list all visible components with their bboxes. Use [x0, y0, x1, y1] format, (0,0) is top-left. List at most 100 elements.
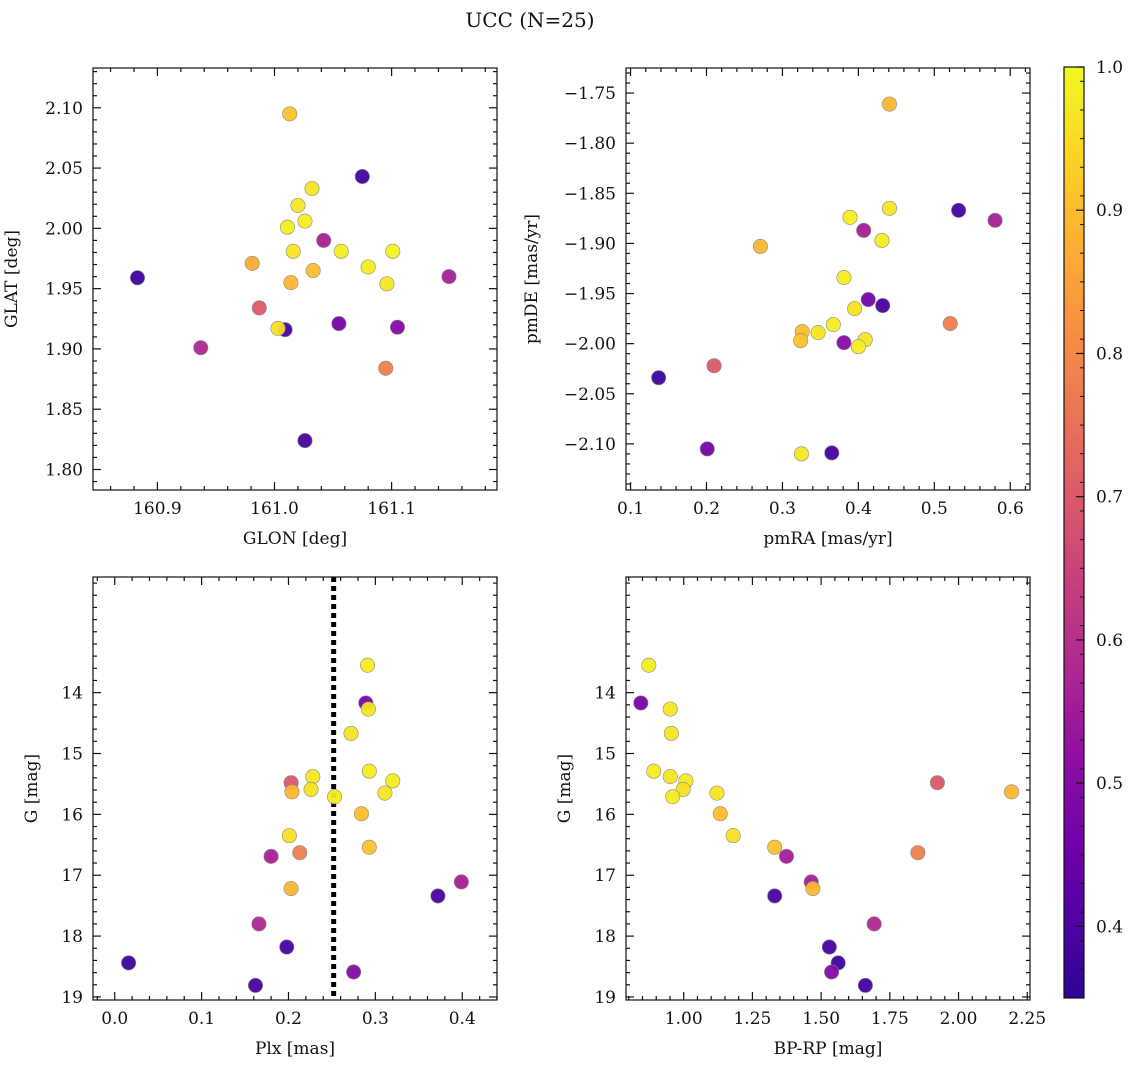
y-tick-label: 2.00: [45, 219, 83, 239]
data-point: [842, 209, 858, 225]
data-point: [850, 339, 866, 355]
data-point: [836, 335, 852, 351]
data-point: [385, 243, 401, 259]
panel-1: 160.9 161.0 161.1 1.80 1.85 1.90 1.95 2.00 2.05 2…: [2, 67, 498, 549]
data-point: [285, 243, 301, 259]
data-point: [767, 839, 783, 855]
data-point: [354, 169, 370, 185]
data-point: [805, 881, 821, 897]
panel-4: 1.00 1.25 1.50 1.75 2.00 2.25 14 15 16 17 18 19 BP-R…: [555, 576, 1046, 1059]
y-tick-label: −2.10: [564, 435, 616, 455]
x-tick-label: 0.5: [921, 499, 948, 519]
x-tick-label: 0.2: [693, 499, 720, 519]
y-tick-label: 17: [594, 866, 616, 886]
data-point: [297, 433, 313, 449]
data-point: [361, 839, 377, 855]
x-tick-label: 2.00: [940, 1009, 978, 1029]
axes-frame: [92, 576, 498, 1001]
data-point: [251, 300, 267, 316]
data-point: [910, 845, 926, 861]
ticks: [93, 68, 497, 490]
data-point: [662, 701, 678, 717]
data-point: [270, 320, 286, 336]
data-point: [441, 269, 457, 285]
data-point: [327, 789, 343, 805]
data-point: [836, 269, 852, 285]
data-point: [316, 232, 332, 248]
y-tick-label: 1.85: [45, 400, 83, 420]
data-point: [987, 212, 1003, 228]
colorbar-tick-label: 1.0: [1096, 58, 1123, 78]
data-point: [641, 657, 657, 673]
data-point: [343, 725, 359, 741]
data-point: [874, 232, 890, 248]
data-point: [875, 298, 891, 314]
data-point: [292, 845, 308, 861]
x-tick-label: 1.50: [802, 1009, 840, 1029]
data-point: [882, 96, 898, 112]
data-point: [951, 202, 967, 218]
data-point: [665, 789, 681, 805]
data-point: [360, 657, 376, 673]
y-tick-label: 19: [594, 988, 616, 1008]
data-point: [857, 977, 873, 993]
data-point: [304, 181, 320, 197]
points: [633, 657, 1020, 993]
x-tick-label: 0.1: [188, 1009, 215, 1029]
data-point: [725, 828, 741, 844]
data-point: [942, 316, 958, 332]
data-point: [662, 769, 678, 785]
data-point: [929, 775, 945, 791]
y-tick-label: −2.00: [564, 335, 616, 355]
y-tick-label: 1.95: [45, 280, 83, 300]
data-point: [251, 916, 267, 932]
y-tick-label: 17: [61, 866, 83, 886]
y-tick-label: 14: [61, 684, 83, 704]
colorbar-gradient: [1064, 67, 1084, 998]
y-tick-label: 1.80: [45, 461, 83, 481]
data-point: [856, 222, 872, 238]
x-tick-label: 0.6: [997, 499, 1024, 519]
data-point: [283, 881, 299, 897]
y-tick-label: −1.85: [564, 184, 616, 204]
data-point: [361, 763, 377, 779]
data-point: [284, 784, 300, 800]
data-point: [825, 317, 841, 333]
x-tick-label: 0.3: [362, 1009, 389, 1029]
x-tick-label: 1.75: [871, 1009, 909, 1029]
y-tick-label: 15: [594, 745, 616, 765]
data-point: [860, 292, 876, 308]
data-point: [847, 301, 863, 317]
x-tick-label: 0.2: [275, 1009, 302, 1029]
data-point: [675, 781, 691, 797]
y-tick-label: 19: [61, 988, 83, 1008]
x-tick-label: 160.9: [133, 499, 182, 519]
data-point: [767, 888, 783, 904]
data-point: [646, 763, 662, 779]
data-point: [699, 441, 715, 457]
points: [121, 657, 469, 993]
data-point: [824, 445, 840, 461]
colorbar-tick-label: 0.7: [1096, 488, 1123, 508]
x-tick-label: 0.4: [449, 1009, 476, 1029]
y-tick-label: 14: [594, 684, 616, 704]
colorbar-tick-label: 0.4: [1096, 917, 1123, 937]
y-tick-label: 15: [61, 745, 83, 765]
y-tick-label: 2.05: [45, 159, 83, 179]
data-point: [263, 848, 279, 864]
data-point: [709, 785, 725, 801]
x-tick-label: 161.0: [250, 499, 299, 519]
data-point: [303, 781, 319, 797]
x-tick-label: 161.1: [367, 499, 416, 519]
data-point: [333, 243, 349, 259]
data-point: [793, 446, 809, 462]
data-point: [353, 806, 369, 822]
data-point: [389, 319, 405, 335]
data-point: [779, 848, 795, 864]
y-axis-label: pmDE [mas/yr]: [522, 214, 542, 344]
data-point: [379, 276, 395, 292]
y-tick-label: 16: [594, 805, 616, 825]
x-tick-label: 1.25: [733, 1009, 771, 1029]
x-tick-label: 0.3: [769, 499, 796, 519]
ticks: [626, 68, 1030, 490]
